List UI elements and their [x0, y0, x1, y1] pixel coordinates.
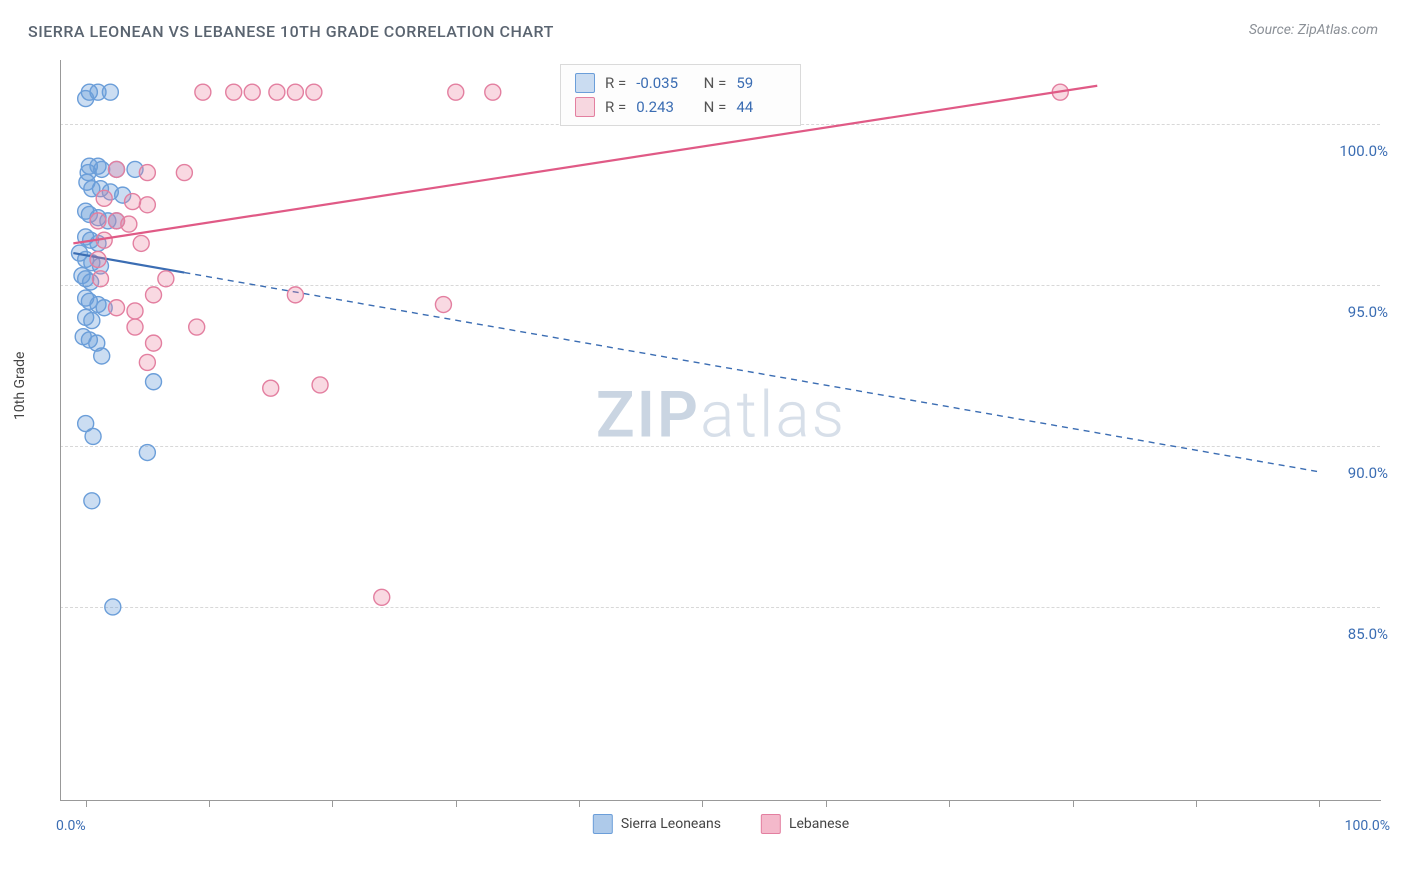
scatter-point: [226, 84, 242, 100]
xtick-mark: [702, 800, 703, 807]
xtick-mark: [826, 800, 827, 807]
scatter-point: [127, 319, 143, 335]
scatter-point: [195, 84, 211, 100]
scatter-point: [94, 161, 110, 177]
stats-r-label: R =: [605, 98, 626, 116]
legend-swatch: [761, 814, 781, 834]
scatter-point: [146, 287, 162, 303]
legend-bottom: Sierra Leoneans Lebanese: [593, 814, 849, 834]
plot-area: ZIPatlas Sierra LeoneansLebanese: [60, 60, 1381, 801]
scatter-point: [287, 84, 303, 100]
xtick-mark: [1196, 800, 1197, 807]
stats-row: R = -0.035 N = 59: [575, 71, 786, 95]
chart-svg: [61, 60, 1381, 800]
scatter-point: [158, 271, 174, 287]
scatter-point: [90, 251, 106, 267]
scatter-point: [176, 165, 192, 181]
stats-r-label: R =: [605, 74, 626, 92]
scatter-point: [146, 374, 162, 390]
scatter-point: [125, 194, 141, 210]
scatter-point: [84, 313, 100, 329]
stats-swatch: [575, 97, 595, 117]
scatter-point: [189, 319, 205, 335]
xtick-min: 0.0%: [56, 818, 86, 834]
legend-swatch: [593, 814, 613, 834]
scatter-point: [312, 377, 328, 393]
scatter-point: [435, 297, 451, 313]
scatter-point: [109, 161, 125, 177]
scatter-point: [84, 493, 100, 509]
scatter-point: [127, 303, 143, 319]
scatter-point: [485, 84, 501, 100]
scatter-point: [448, 84, 464, 100]
scatter-point: [244, 84, 260, 100]
legend-item: Sierra Leoneans: [593, 814, 721, 834]
xtick-mark: [456, 800, 457, 807]
scatter-point: [374, 589, 390, 605]
stats-n-value: 44: [736, 98, 786, 116]
scatter-point: [139, 197, 155, 213]
scatter-point: [139, 354, 155, 370]
scatter-point: [121, 216, 137, 232]
xtick-mark: [1319, 800, 1320, 807]
stats-n-label: N =: [696, 98, 726, 116]
scatter-point: [96, 190, 112, 206]
xtick-mark: [86, 800, 87, 807]
scatter-point: [94, 348, 110, 364]
stats-swatch: [575, 73, 595, 93]
scatter-point: [105, 599, 121, 615]
scatter-point: [287, 287, 303, 303]
source-label: Source: ZipAtlas.com: [1249, 22, 1378, 38]
stats-row: R = 0.243 N = 44: [575, 95, 786, 119]
stats-box: R = -0.035 N = 59R = 0.243 N = 44: [560, 64, 801, 126]
scatter-point: [139, 165, 155, 181]
scatter-point: [109, 300, 125, 316]
scatter-point: [269, 84, 285, 100]
legend-item: Lebanese: [761, 814, 849, 834]
stats-n-label: N =: [696, 74, 726, 92]
stats-r-value: -0.035: [636, 74, 686, 92]
legend-label: Sierra Leoneans: [621, 816, 721, 832]
scatter-point: [139, 445, 155, 461]
chart-title: SIERRA LEONEAN VS LEBANESE 10TH GRADE CO…: [28, 22, 554, 41]
scatter-point: [102, 84, 118, 100]
xtick-mark: [209, 800, 210, 807]
scatter-point: [146, 335, 162, 351]
scatter-point: [85, 428, 101, 444]
xtick-mark: [949, 800, 950, 807]
scatter-point: [263, 380, 279, 396]
xtick-max: 100.0%: [1345, 818, 1390, 834]
scatter-point: [90, 213, 106, 229]
scatter-point: [78, 91, 94, 107]
scatter-point: [133, 235, 149, 251]
y-axis-label: 10th Grade: [12, 352, 28, 420]
scatter-point: [306, 84, 322, 100]
trend-line-dashed: [184, 273, 1319, 472]
legend-label: Lebanese: [789, 816, 849, 832]
xtick-mark: [579, 800, 580, 807]
xtick-mark: [1073, 800, 1074, 807]
stats-r-value: 0.243: [636, 98, 686, 116]
stats-n-value: 59: [736, 74, 786, 92]
scatter-point: [92, 271, 108, 287]
xtick-mark: [332, 800, 333, 807]
